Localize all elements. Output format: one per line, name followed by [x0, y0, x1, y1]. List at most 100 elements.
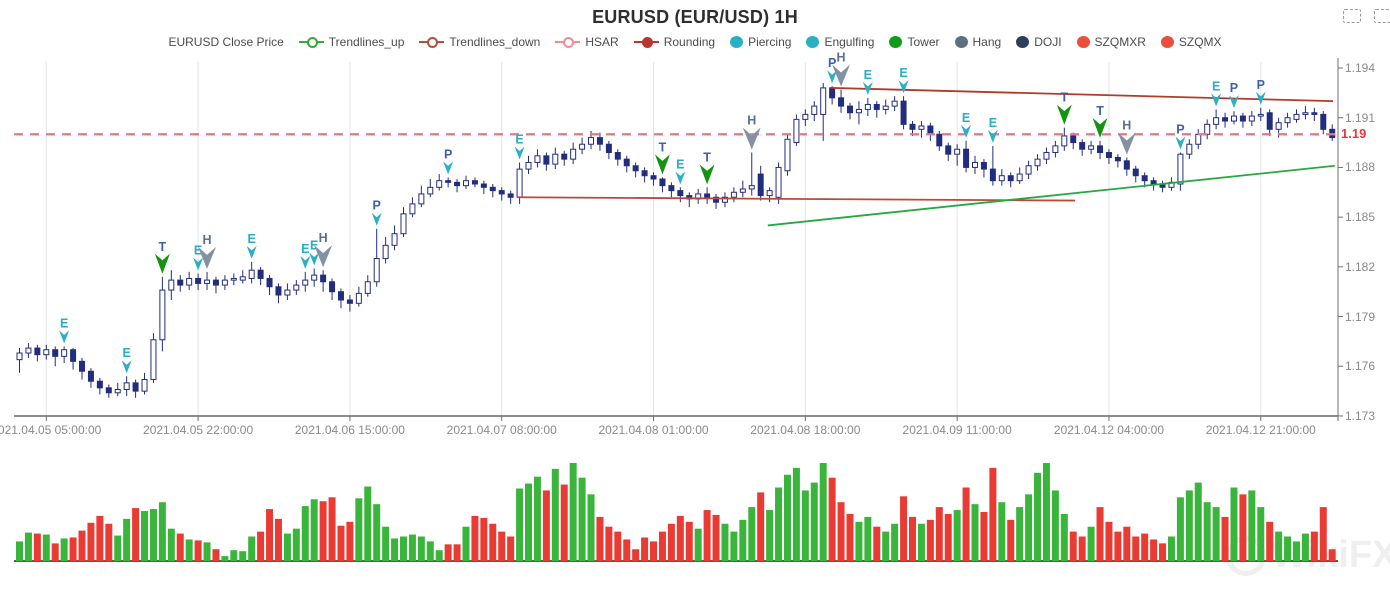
piercing-arrow-icon — [827, 70, 838, 84]
candle-body — [650, 175, 657, 180]
legend-item-doji[interactable]: DOJI — [1016, 35, 1062, 49]
legend-item-rounding[interactable]: Rounding — [633, 35, 716, 49]
candle-body — [954, 148, 961, 155]
volume-bar — [1150, 539, 1158, 561]
candle-body — [1070, 135, 1077, 144]
legend-circle-icon — [641, 37, 653, 48]
candle-body — [846, 105, 853, 114]
candle-body — [177, 279, 184, 286]
volume-bar — [667, 523, 675, 561]
pattern-letter: E — [301, 242, 309, 256]
legend-item-tower[interactable]: Tower — [889, 35, 940, 49]
volume-bar — [426, 541, 434, 561]
volume-bar — [1087, 526, 1095, 561]
volume-bar — [319, 501, 327, 561]
volume-bar — [1239, 494, 1247, 561]
candle-body — [1132, 168, 1139, 177]
pattern-letter: T — [1096, 104, 1104, 118]
candle-body — [400, 213, 407, 235]
candle-body — [1043, 152, 1050, 160]
legend-item-szqmx[interactable]: SZQMX — [1160, 35, 1222, 49]
legend-item-eurusd-close-price[interactable]: EURUSD Close Price — [168, 35, 283, 49]
candle-body — [454, 181, 461, 187]
volume-bar — [1141, 533, 1149, 561]
volume-bar — [1007, 519, 1015, 561]
pattern-letter: E — [122, 346, 130, 360]
candle-body — [668, 185, 675, 192]
volume-bar — [221, 556, 229, 561]
zoom-select-icon[interactable] — [1343, 9, 1361, 23]
restore-icon[interactable] — [1374, 9, 1390, 23]
candle-body — [1186, 143, 1193, 155]
volume-bar — [239, 551, 247, 561]
volume-bar — [569, 463, 577, 561]
candle-body — [1034, 158, 1041, 167]
volume-bar — [1230, 487, 1238, 561]
volume-bar — [1194, 482, 1202, 561]
volume-bar — [1167, 536, 1175, 561]
candle-body — [346, 299, 353, 304]
pattern-letter: P — [828, 56, 836, 70]
volume-bar — [953, 510, 961, 561]
candle-body — [561, 153, 568, 160]
legend-circle-icon — [427, 37, 439, 48]
volume-bar — [292, 528, 300, 561]
pattern-letter: H — [837, 51, 846, 65]
volume-bar — [266, 509, 274, 561]
candle-body — [882, 105, 889, 110]
hang-arrow-icon — [742, 127, 761, 150]
candle-body — [427, 186, 434, 195]
volume-bar — [283, 533, 291, 561]
trendline-down — [830, 86, 1334, 103]
volume-bar — [399, 536, 407, 561]
candle-body — [132, 382, 139, 392]
legend-line-marker-icon — [555, 37, 581, 48]
volume-bar — [748, 507, 756, 561]
candle-body — [489, 186, 496, 192]
legend-item-hsar[interactable]: HSAR — [555, 35, 619, 49]
candle-body — [1123, 160, 1130, 170]
candle-body — [320, 274, 327, 283]
candle-body — [302, 279, 309, 286]
volume-bar — [355, 498, 363, 561]
legend-item-szqmxr[interactable]: SZQMXR — [1076, 35, 1146, 49]
candle-body — [1177, 153, 1184, 185]
candle-body — [721, 196, 728, 203]
candle-body — [855, 108, 862, 114]
volume-bar — [1069, 531, 1077, 561]
candle-body — [1061, 135, 1068, 147]
legend-item-engulfing[interactable]: Engulfing — [806, 35, 874, 49]
legend-label: Trendlines_down — [449, 35, 541, 49]
candle-body — [355, 292, 362, 304]
legend-dot-icon — [1016, 36, 1030, 48]
legend-item-trendlines-up[interactable]: Trendlines_up — [298, 35, 404, 49]
candle-body — [409, 203, 416, 215]
legend-item-piercing[interactable]: Piercing — [730, 35, 791, 49]
volume-bar — [96, 515, 104, 561]
candle-body — [1079, 142, 1086, 150]
pattern-letter: P — [444, 147, 452, 161]
candle-body — [1230, 115, 1237, 122]
piercing-arrow-icon — [443, 161, 454, 175]
candle-body — [614, 152, 621, 160]
volume-bar — [757, 492, 765, 561]
volume-bar — [248, 536, 256, 561]
volume-bar — [971, 504, 979, 561]
legend-item-hang[interactable]: Hang — [954, 35, 1001, 49]
y-axis-label: 1.188 — [1345, 160, 1376, 175]
volume-bar — [24, 532, 32, 561]
legend-dot-icon — [889, 36, 903, 48]
candle-body — [1302, 112, 1309, 115]
candle-body — [793, 118, 800, 144]
candle-body — [230, 277, 237, 281]
candle-body — [1266, 112, 1273, 130]
candle-body — [1257, 113, 1264, 117]
volume-bar — [489, 523, 497, 561]
legend-item-trendlines-down[interactable]: Trendlines_down — [419, 35, 540, 49]
volume-bar — [587, 494, 595, 561]
candle-body — [802, 113, 809, 120]
engulfing-arrow-icon — [898, 80, 909, 94]
legend-label: Rounding — [663, 35, 716, 49]
volume-bar — [676, 515, 684, 561]
